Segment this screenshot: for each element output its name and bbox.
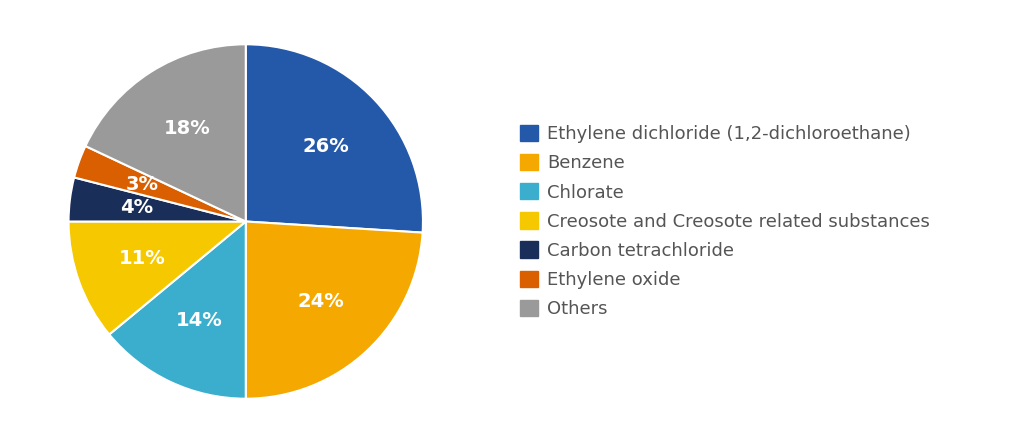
Text: 26%: 26% — [302, 137, 349, 156]
Wedge shape — [85, 44, 246, 222]
Legend: Ethylene dichloride (1,2-dichloroethane), Benzene, Chlorate, Creosote and Creoso: Ethylene dichloride (1,2-dichloroethane)… — [511, 116, 939, 327]
Wedge shape — [69, 178, 246, 222]
Wedge shape — [110, 222, 246, 399]
Wedge shape — [69, 222, 246, 334]
Wedge shape — [246, 44, 423, 233]
Text: 3%: 3% — [126, 175, 159, 194]
Wedge shape — [246, 222, 423, 399]
Text: 18%: 18% — [164, 119, 210, 138]
Wedge shape — [74, 146, 246, 222]
Text: 14%: 14% — [175, 311, 222, 330]
Text: 11%: 11% — [119, 249, 166, 268]
Text: 4%: 4% — [120, 198, 154, 217]
Text: 24%: 24% — [298, 292, 344, 311]
